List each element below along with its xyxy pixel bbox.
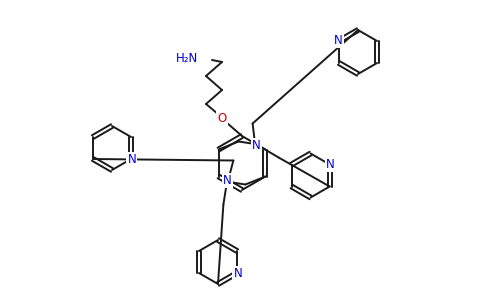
Text: N: N bbox=[326, 158, 335, 170]
Text: N: N bbox=[333, 34, 343, 47]
Text: N: N bbox=[128, 153, 136, 166]
Text: H₂N: H₂N bbox=[176, 52, 198, 64]
Text: N: N bbox=[234, 267, 242, 280]
Text: N: N bbox=[223, 174, 232, 187]
Text: O: O bbox=[217, 112, 227, 124]
Text: N: N bbox=[252, 139, 261, 152]
